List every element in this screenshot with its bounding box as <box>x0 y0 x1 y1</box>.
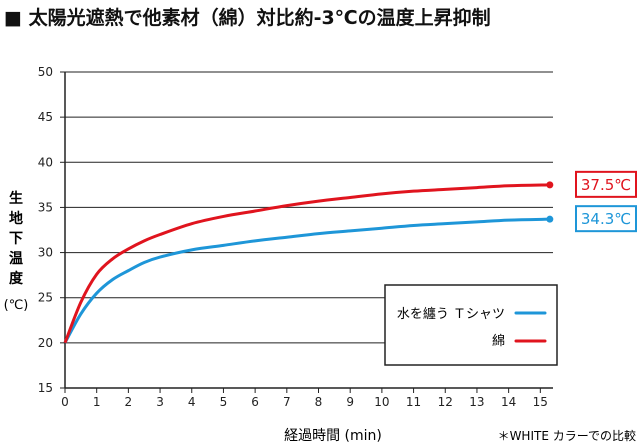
end-value-box-cotton <box>575 170 637 198</box>
y-tick-label: 35 <box>38 200 53 214</box>
series-line-shirt <box>63 217 550 344</box>
y-axis-label-char: 下 <box>9 231 23 247</box>
y-axis-label-char: (℃) <box>4 298 29 313</box>
series-end-point-shirt <box>546 215 554 223</box>
x-tick-label: 13 <box>469 395 484 409</box>
x-tick-label: 7 <box>283 395 291 409</box>
chart-title: ■ 太陽光遮熱で他素材（綿）対比約-3℃の温度上昇抑制 <box>4 6 491 29</box>
end-value-box-shirt <box>575 205 637 233</box>
legend: 水を纏う Ｔシャツ 綿 <box>384 284 558 366</box>
end-value-label-shirt: 34.3℃ <box>581 210 631 228</box>
y-tick-label: 40 <box>38 155 53 169</box>
x-tick-label: 9 <box>346 395 354 409</box>
x-tick-label: 5 <box>220 395 228 409</box>
y-tick-label: 20 <box>38 336 53 350</box>
end-value-label-cotton: 37.5℃ <box>581 176 631 194</box>
y-tick-label: 30 <box>38 246 53 260</box>
legend-label-cotton: 綿 <box>492 334 505 349</box>
y-axis-label-char: 度 <box>9 270 24 287</box>
x-tick-label: 2 <box>125 395 133 409</box>
x-tick-label: 0 <box>61 395 69 409</box>
x-tick-label: 14 <box>501 395 516 409</box>
comparison-note: ＊WHITE カラーでの比較 <box>498 428 636 443</box>
x-tick-label: 4 <box>188 395 196 409</box>
x-tick-label: 1 <box>93 395 101 409</box>
y-tick-label: 45 <box>38 110 53 124</box>
y-tick-label: 50 <box>38 65 53 79</box>
y-axis-label-char: 生 <box>9 190 23 207</box>
y-axis-label-char: 温 <box>9 251 23 267</box>
y-axis-label-char: 地 <box>9 210 23 227</box>
y-tick-label: 15 <box>38 381 53 395</box>
series-end-point-cotton <box>546 181 554 189</box>
x-axis-label: 経過時間 (min) <box>284 428 382 444</box>
x-tick-label: 3 <box>156 395 164 409</box>
x-tick-label: 12 <box>438 395 453 409</box>
x-tick-label: 11 <box>406 395 421 409</box>
x-tick-label: 15 <box>533 395 548 409</box>
legend-box <box>384 284 558 366</box>
x-tick-label: 10 <box>374 395 389 409</box>
x-tick-label: 8 <box>315 395 323 409</box>
legend-label-shirt: 水を纏う Ｔシャツ <box>397 306 505 322</box>
series-line-cotton <box>63 183 550 344</box>
x-tick-label: 6 <box>251 395 259 409</box>
y-tick-label: 25 <box>38 291 53 305</box>
